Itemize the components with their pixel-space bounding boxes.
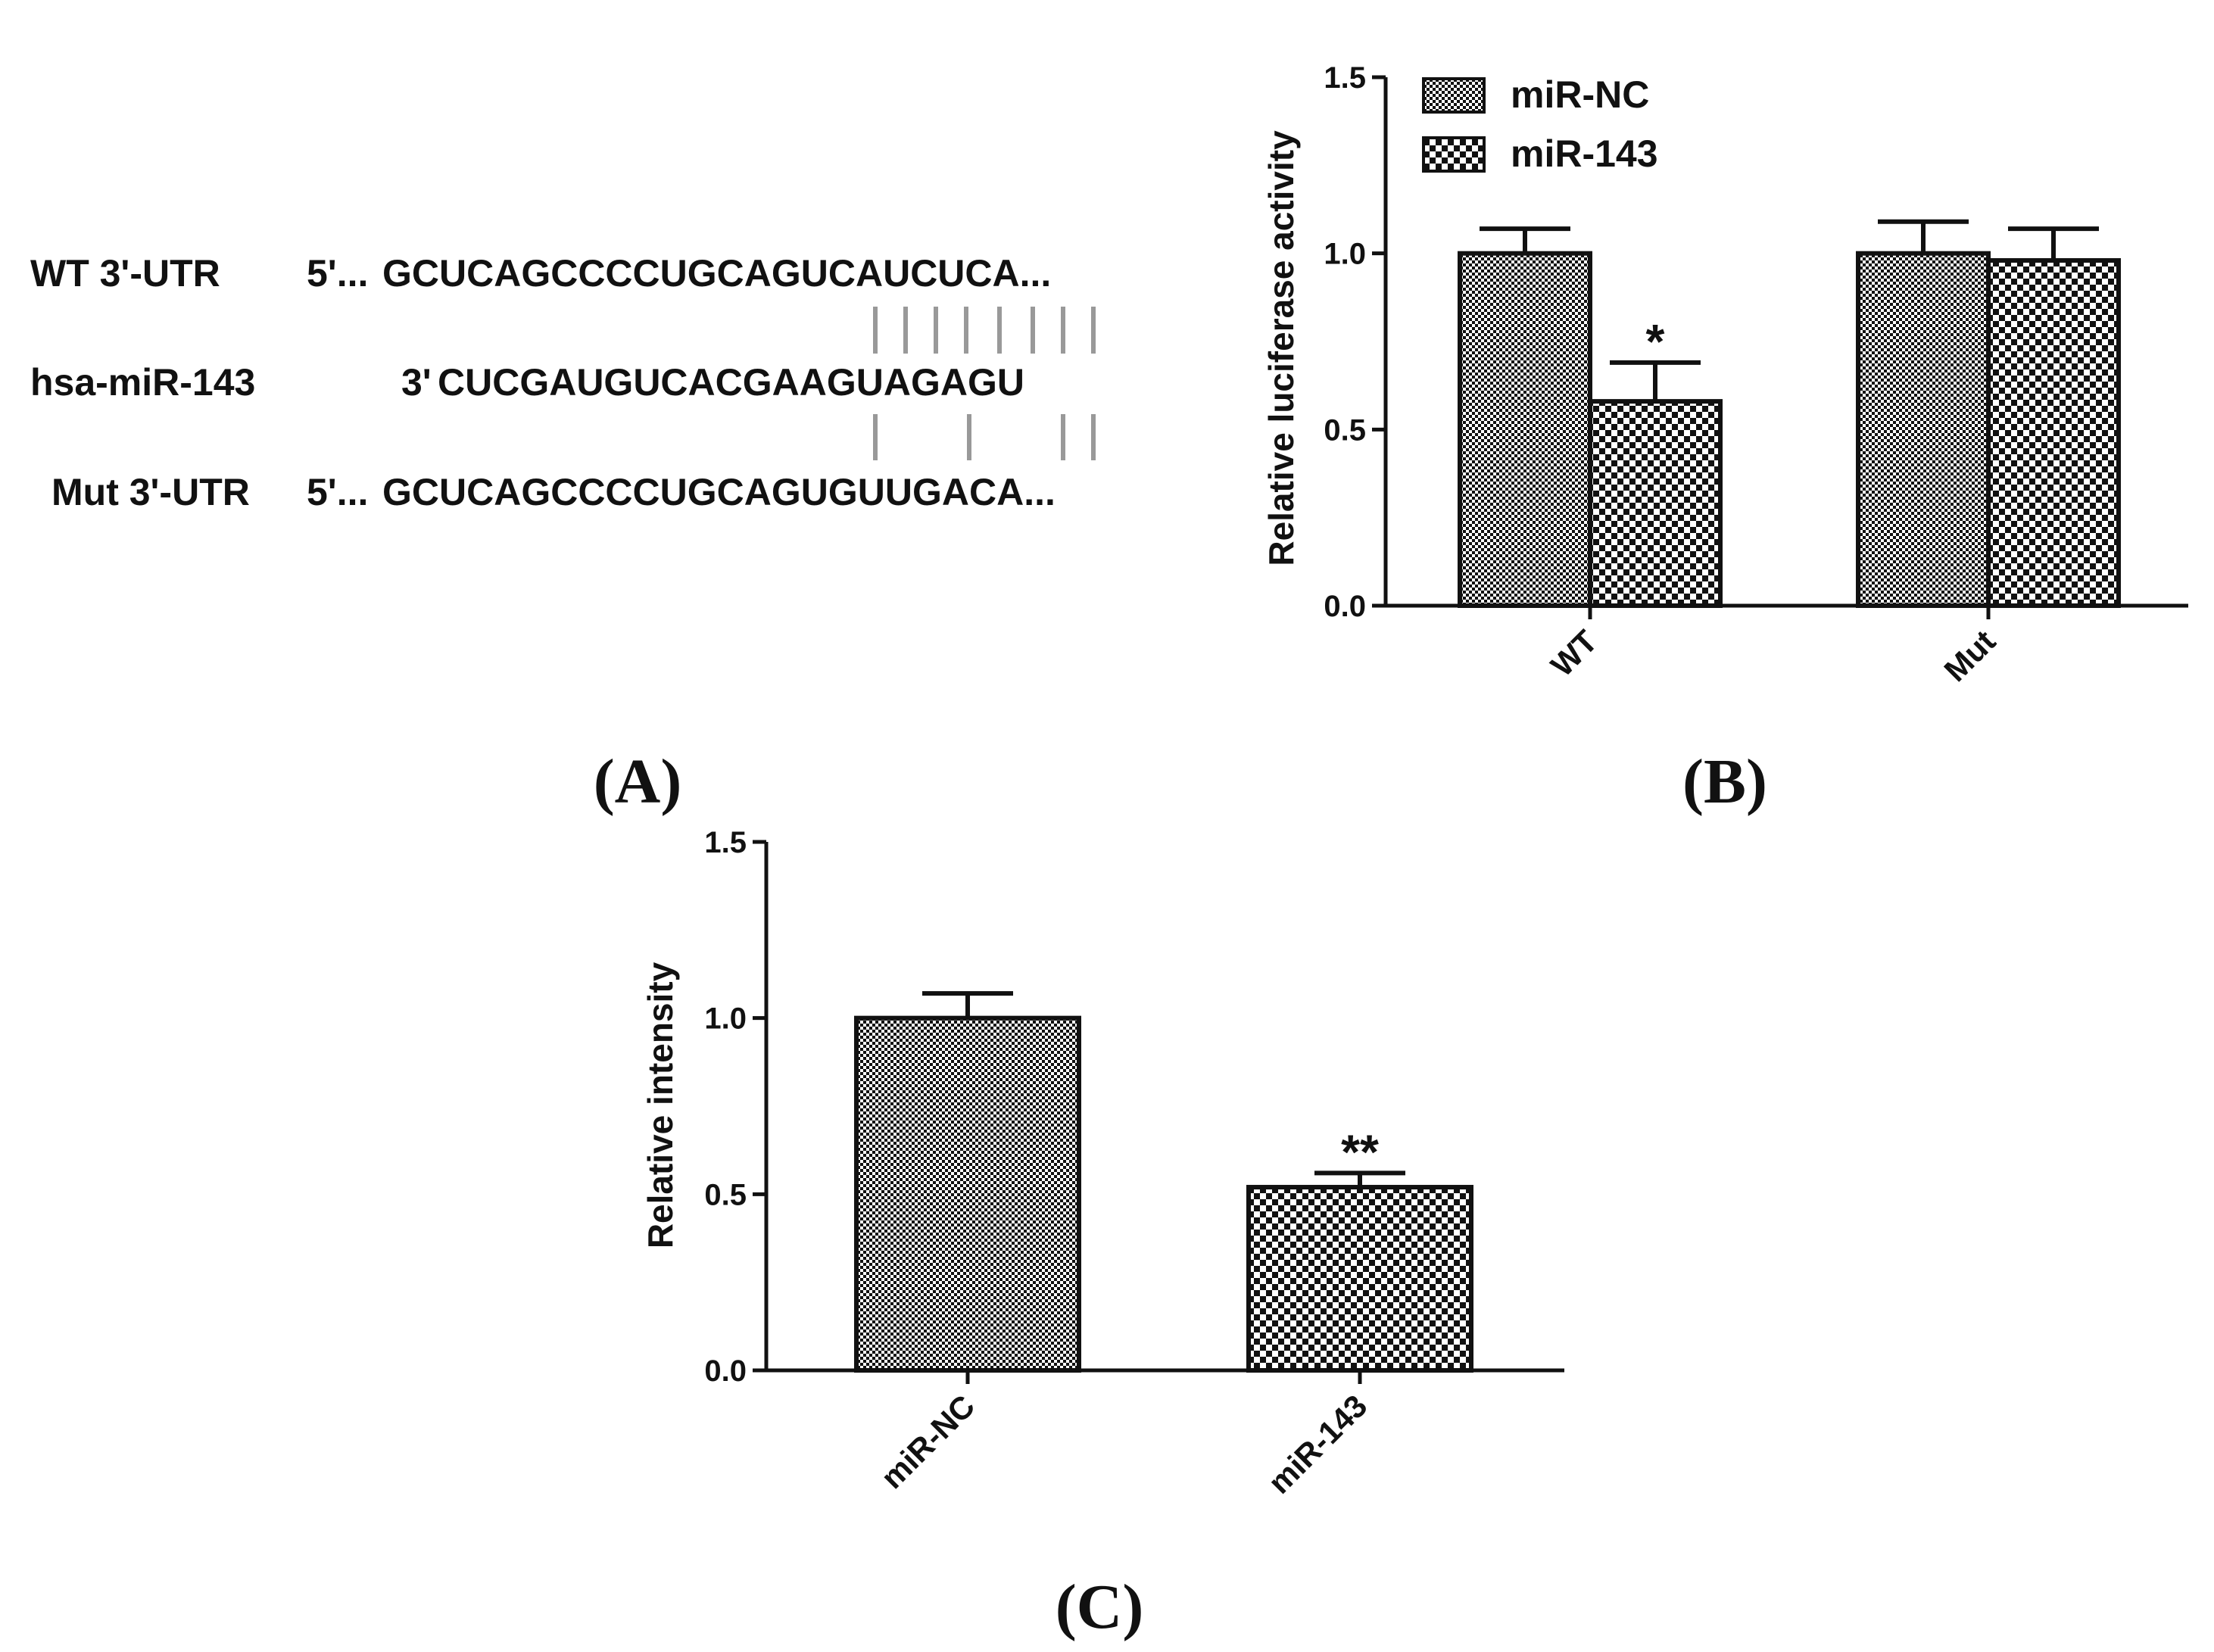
chart-b-y-tick-label: 0.0	[1324, 590, 1366, 623]
chart-c-y-tick-label: 1.0	[704, 1002, 747, 1036]
mirna-sequence: CUCGAUGUCACGAAGUAGAGU	[438, 361, 1024, 404]
chart-b-bar	[1458, 251, 1592, 608]
wt-utr-sequence: GCUCAGCCCCUGCAGUCAUCUCA...	[382, 252, 1051, 295]
chart-b-y-tick-label: 0.5	[1324, 413, 1366, 447]
chart-b-bar	[1588, 399, 1723, 609]
chart-b-bar	[1986, 257, 2121, 608]
panel-label-a: (A)	[594, 747, 682, 817]
chart-b-y-axis-label: Relative luciferase activity	[1261, 130, 1301, 566]
mirna-prefix: 3'	[401, 361, 432, 404]
chart-c-plot: 0.0 0.5 1.0 1.5 miR-NC miR-143 **	[704, 826, 1564, 1501]
chart-b-bar	[1856, 251, 1991, 608]
chart-b-plot: 0.0 0.5 1.0 1.5 WT * Mut	[1324, 61, 2188, 688]
legend-label-mir-143: miR-143	[1511, 132, 1658, 175]
panel-label-b: (B)	[1682, 747, 1767, 817]
chart-c-bar	[1246, 1185, 1473, 1373]
mut-utr-prefix: 5'...	[307, 471, 368, 513]
legend-swatch-mir-143	[1422, 136, 1486, 173]
chart-c-y-tick-label: 1.5	[704, 826, 747, 859]
chart-c-significance: **	[1341, 1124, 1379, 1179]
chart-b-category-label: WT	[1544, 623, 1604, 684]
chart-b-significance: *	[1646, 314, 1665, 369]
chart-b: 0.0 0.5 1.0 1.5 WT * Mut miR-NC miR-143 Relati…	[1261, 61, 2188, 688]
wt-utr-prefix: 5'...	[307, 252, 368, 295]
wt-utr-label: WT 3'-UTR	[30, 252, 220, 295]
legend-label-mir-nc: miR-NC	[1511, 73, 1649, 116]
legend-swatch-mir-nc	[1422, 77, 1486, 114]
wt-pairing-lines	[873, 307, 1096, 354]
mirna-label: hsa-miR-143	[30, 361, 255, 404]
chart-c-bar	[854, 1015, 1081, 1373]
chart-c-y-axis-label: Relative intensity	[641, 962, 680, 1248]
chart-c-y-tick-label: 0.5	[704, 1178, 747, 1211]
chart-b-legend: miR-NC miR-143	[1422, 73, 1658, 175]
chart-c-category-label: miR-NC	[874, 1388, 981, 1495]
chart-c-y-tick-label: 0.0	[704, 1354, 747, 1388]
chart-b-y-tick-label: 1.0	[1324, 238, 1366, 271]
sequence-alignment: WT 3'-UTR 5'... GCUCAGCCCCUGCAGUCAUCUCA.…	[30, 252, 1096, 513]
mut-pairing-lines	[873, 414, 1096, 460]
mut-utr-label: Mut 3'-UTR	[51, 471, 250, 513]
chart-c-category-label: miR-143	[1261, 1388, 1374, 1501]
panel-label-c: (C)	[1056, 1572, 1144, 1642]
chart-c: 0.0 0.5 1.0 1.5 miR-NC miR-143 ** Relative int…	[641, 826, 1564, 1501]
chart-b-y-tick-label: 1.5	[1324, 61, 1366, 95]
mut-utr-sequence: GCUCAGCCCCUGCAGUGUUGACA...	[382, 471, 1056, 513]
chart-b-category-label: Mut	[1937, 623, 2002, 688]
